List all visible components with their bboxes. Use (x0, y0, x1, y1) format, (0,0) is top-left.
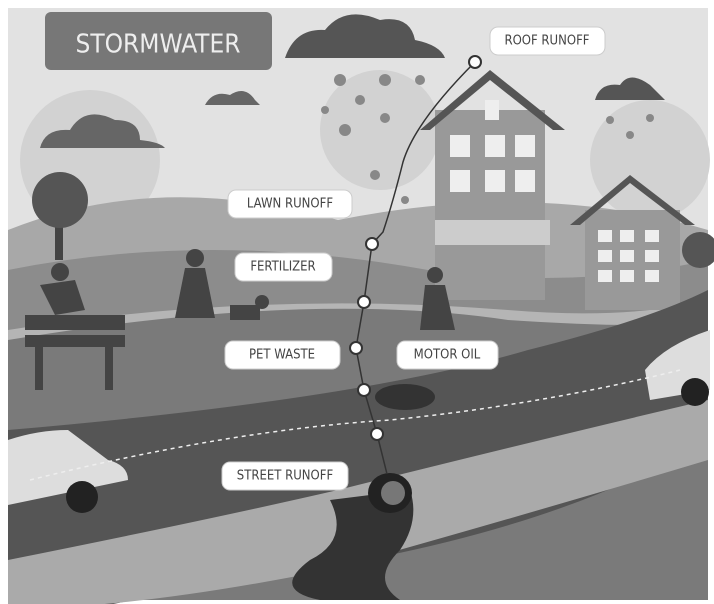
flow-dots-part (358, 296, 370, 308)
flow-dots-part (350, 342, 362, 354)
drain-pipe (368, 473, 412, 513)
tree-part (32, 172, 88, 228)
title-box: STORMWATER (45, 12, 272, 70)
house-tall-part-part (450, 170, 470, 192)
raindrops-part (646, 114, 654, 122)
raindrops-part (380, 113, 390, 123)
raindrops-part (321, 106, 329, 114)
house-tall-part (485, 100, 499, 120)
bench-part (35, 345, 43, 390)
raindrops-part (626, 131, 634, 139)
house-small-part-part (645, 250, 659, 262)
people-part (186, 249, 204, 267)
flow-dots-part (358, 384, 370, 396)
house-tall-part (435, 220, 550, 245)
title: STORMWATER (76, 30, 241, 60)
house-tall-part-part (485, 135, 505, 157)
cars-part (681, 378, 709, 406)
label: LAWN RUNOFF (247, 197, 333, 212)
flow-dots-part (366, 238, 378, 250)
label: STREET RUNOFF (237, 469, 334, 484)
house-tall-part-part (485, 170, 505, 192)
people-part (51, 263, 69, 281)
raindrops-part (401, 196, 409, 204)
cars-part (66, 481, 98, 513)
label: FERTILIZER (250, 260, 315, 275)
flow-dots-part (469, 56, 481, 68)
label: ROOF RUNOFF (504, 34, 589, 49)
raindrops-part (355, 95, 365, 105)
house-small-part-part (620, 230, 634, 242)
oil-spill-part (375, 384, 435, 410)
house-small-part-part (645, 270, 659, 282)
illustration: STORMWATER ROOF RUNOFF LAWN RUNOFF FERTI… (0, 0, 714, 604)
people-part (230, 305, 260, 320)
bench-part (25, 315, 125, 330)
oil-spill (375, 384, 435, 410)
people-part (255, 295, 269, 309)
house-small-part-part (598, 230, 612, 242)
house-small-part-part (620, 250, 634, 262)
house-small-part-part (645, 230, 659, 242)
house-tall-part-part (515, 170, 535, 192)
raindrops-part (339, 124, 351, 136)
house-small-part-part (598, 270, 612, 282)
house-small-part-part (620, 270, 634, 282)
house-small-part (598, 230, 659, 282)
people-part (427, 267, 443, 283)
drain-pipe-part (381, 481, 405, 505)
raindrops-part (415, 75, 425, 85)
house-tall-part-part (515, 135, 535, 157)
bench-part (105, 345, 113, 390)
raindrops-part (370, 170, 380, 180)
raindrops-part (606, 116, 614, 124)
flow-dots-part (371, 428, 383, 440)
label: MOTOR OIL (414, 348, 481, 363)
house-tall-part-part (450, 135, 470, 157)
raindrops-part (379, 74, 391, 86)
raindrops-part (334, 74, 346, 86)
label: PET WASTE (249, 348, 315, 363)
house-small-part-part (598, 250, 612, 262)
